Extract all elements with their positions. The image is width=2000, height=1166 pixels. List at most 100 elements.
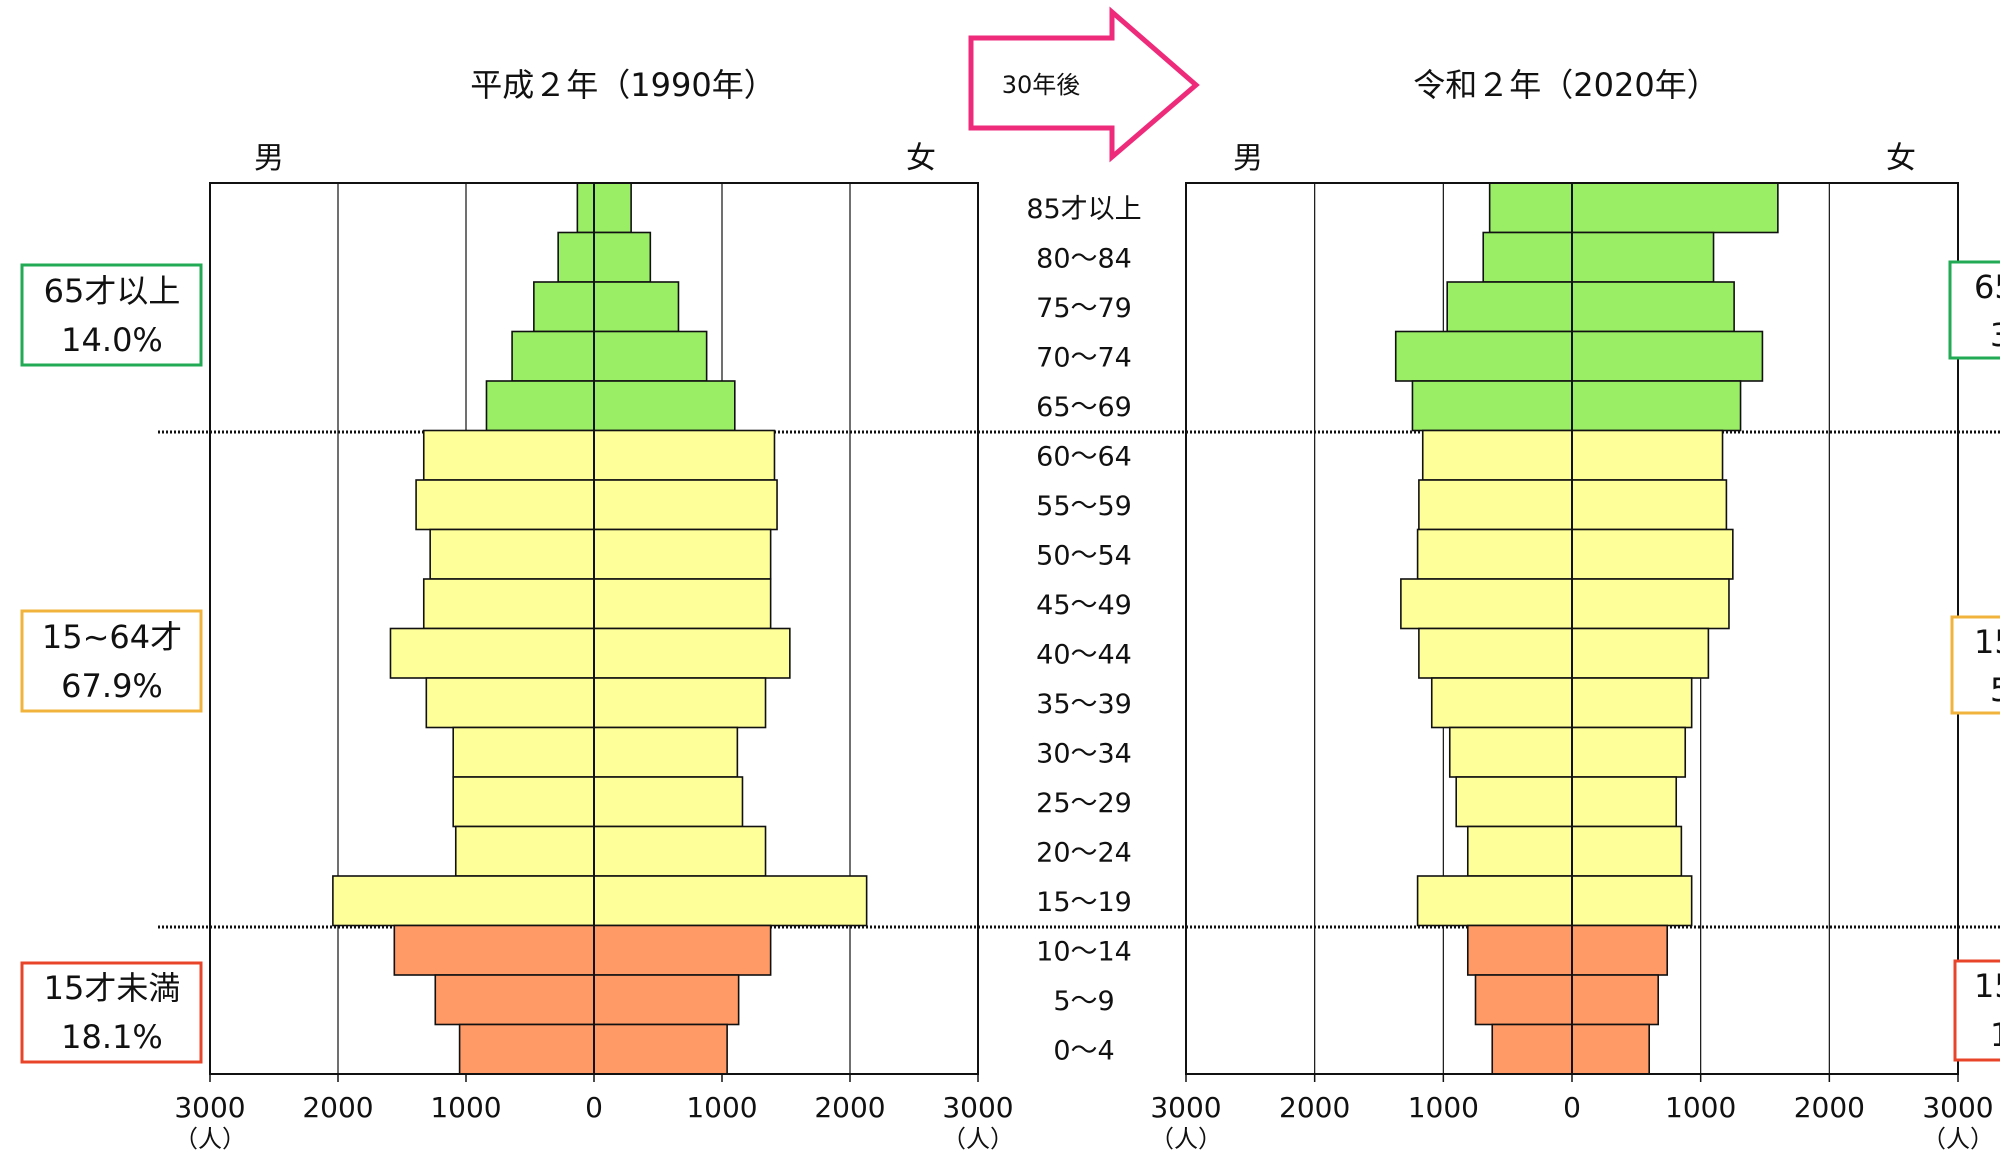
age-category-label: 85才以上: [1026, 194, 1141, 225]
age-category-label: 80～84: [1036, 243, 1132, 274]
bar-male-14: [1416, 875, 1573, 927]
bar-female-11: [593, 726, 739, 778]
bar-male-12: [1455, 776, 1573, 828]
age-category-label: 35～39: [1036, 689, 1132, 720]
x-tick-label: 2000: [1279, 1091, 1350, 1124]
bar-female-2: [593, 281, 680, 333]
bar-male-2: [533, 281, 595, 333]
group-value-partial: 1: [1990, 1016, 2000, 1054]
male-label-2020: 男: [1233, 141, 1263, 176]
bar-female-7: [1571, 528, 1734, 580]
bar-female-17: [593, 1023, 728, 1075]
group-value-partial: 3: [1990, 316, 2000, 354]
bar-female-6: [593, 479, 778, 531]
bar-female-16: [593, 974, 740, 1026]
bar-female-1: [1571, 231, 1715, 283]
group-name-partial: 15: [1974, 967, 2000, 1005]
age-category-label: 60～64: [1036, 441, 1132, 472]
group-box-elderly-2020: 65 3: [1948, 260, 2000, 360]
arrow-right-icon: [968, 6, 1200, 163]
pyramid-plot-2020: [1185, 182, 1959, 1075]
bar-male-17: [1491, 1023, 1573, 1075]
bar-female-10: [1571, 677, 1693, 729]
bar-male-3: [511, 330, 595, 382]
x-tick-label: 3000: [942, 1091, 1013, 1124]
x-axis-1990: 3000 2000 1000 0 1000 2000 3000（人） （人）: [174, 1074, 1014, 1153]
age-category-label: 40～44: [1036, 639, 1132, 670]
group-value-partial: 5: [1990, 671, 2000, 709]
chart-title-1990: 平成２年（1990年）: [470, 66, 775, 104]
bar-female-3: [593, 330, 708, 382]
bar-female-3: [1571, 330, 1764, 382]
age-category-label: 70～74: [1036, 342, 1132, 373]
bar-male-13: [454, 825, 595, 877]
x-tick-label: 3000: [1150, 1091, 1221, 1124]
group-value: 14.0%: [61, 321, 163, 359]
x-tick-label: 2000: [302, 1091, 373, 1124]
x-tick-label: 3000: [174, 1091, 245, 1124]
bar-female-15: [1571, 924, 1669, 976]
age-category-label: 65～69: [1036, 392, 1132, 423]
bar-female-14: [593, 875, 868, 927]
group-value: 18.1%: [61, 1018, 163, 1056]
bar-male-10: [425, 677, 595, 729]
bar-female-4: [1571, 380, 1742, 432]
bar-female-12: [593, 776, 744, 828]
bar-male-16: [1474, 974, 1573, 1026]
bar-female-10: [593, 677, 767, 729]
bar-male-9: [389, 627, 595, 679]
bar-male-5: [1421, 429, 1573, 481]
pyramid-plot-1990: [209, 182, 979, 1075]
x-unit-label: （人）: [942, 1125, 1014, 1153]
x-tick-label: 1000: [686, 1091, 757, 1124]
x-unit-label: （人）: [174, 1125, 246, 1153]
age-category-label: 0～4: [1053, 1035, 1114, 1066]
bar-male-15: [1466, 924, 1573, 976]
age-category-label: 50～54: [1036, 540, 1132, 571]
x-tick-label: 3000: [1922, 1091, 1993, 1124]
bar-male-1: [557, 231, 595, 283]
bar-female-17: [1571, 1023, 1650, 1075]
transition-arrow: 30年後: [968, 6, 1200, 163]
bar-female-13: [593, 825, 767, 877]
bar-female-8: [593, 578, 772, 630]
x-unit-label: （人）: [1922, 1125, 1994, 1153]
age-category-label: 10～14: [1036, 936, 1132, 967]
bar-male-11: [1448, 726, 1573, 778]
bar-female-5: [1571, 429, 1724, 481]
bar-female-0: [1571, 182, 1779, 234]
x-tick-label: 1000: [1408, 1091, 1479, 1124]
age-category-label: 5～9: [1053, 986, 1114, 1017]
bar-female-5: [593, 429, 776, 481]
bar-male-15: [393, 924, 595, 976]
x-tick-label: 2000: [814, 1091, 885, 1124]
x-tick-label: 2000: [1794, 1091, 1865, 1124]
bar-female-1: [593, 231, 652, 283]
group-name: 15才未満: [44, 969, 181, 1007]
bar-female-11: [1571, 726, 1687, 778]
group-box-elderly-1990: 65才以上 14.0%: [20, 263, 203, 367]
chart-title-2020: 令和２年（2020年）: [1413, 66, 1718, 104]
group-box-young-1990: 15才未満 18.1%: [20, 961, 203, 1064]
group-name: 15~64才: [42, 618, 182, 656]
bar-female-2: [1571, 281, 1735, 333]
bar-male-0: [576, 182, 595, 234]
bar-female-16: [1571, 974, 1660, 1026]
bar-male-4: [485, 380, 595, 432]
x-tick-label: 1000: [430, 1091, 501, 1124]
bar-female-9: [1571, 627, 1710, 679]
age-category-label: 55～59: [1036, 491, 1132, 522]
female-label-2020: 女: [1886, 141, 1916, 176]
bar-male-10: [1430, 677, 1573, 729]
x-tick-label: 1000: [1665, 1091, 1736, 1124]
bar-male-4: [1411, 380, 1573, 432]
bar-male-0: [1488, 182, 1573, 234]
group-box-working-1990: 15~64才 67.9%: [20, 609, 203, 713]
male-label-1990: 男: [254, 141, 284, 176]
bar-male-11: [452, 726, 595, 778]
age-category-label: 75～79: [1036, 293, 1132, 324]
age-category-label: 30～34: [1036, 738, 1132, 769]
bar-male-6: [1418, 479, 1573, 531]
bar-male-7: [1416, 528, 1573, 580]
group-name-partial: 65: [1974, 268, 2000, 306]
